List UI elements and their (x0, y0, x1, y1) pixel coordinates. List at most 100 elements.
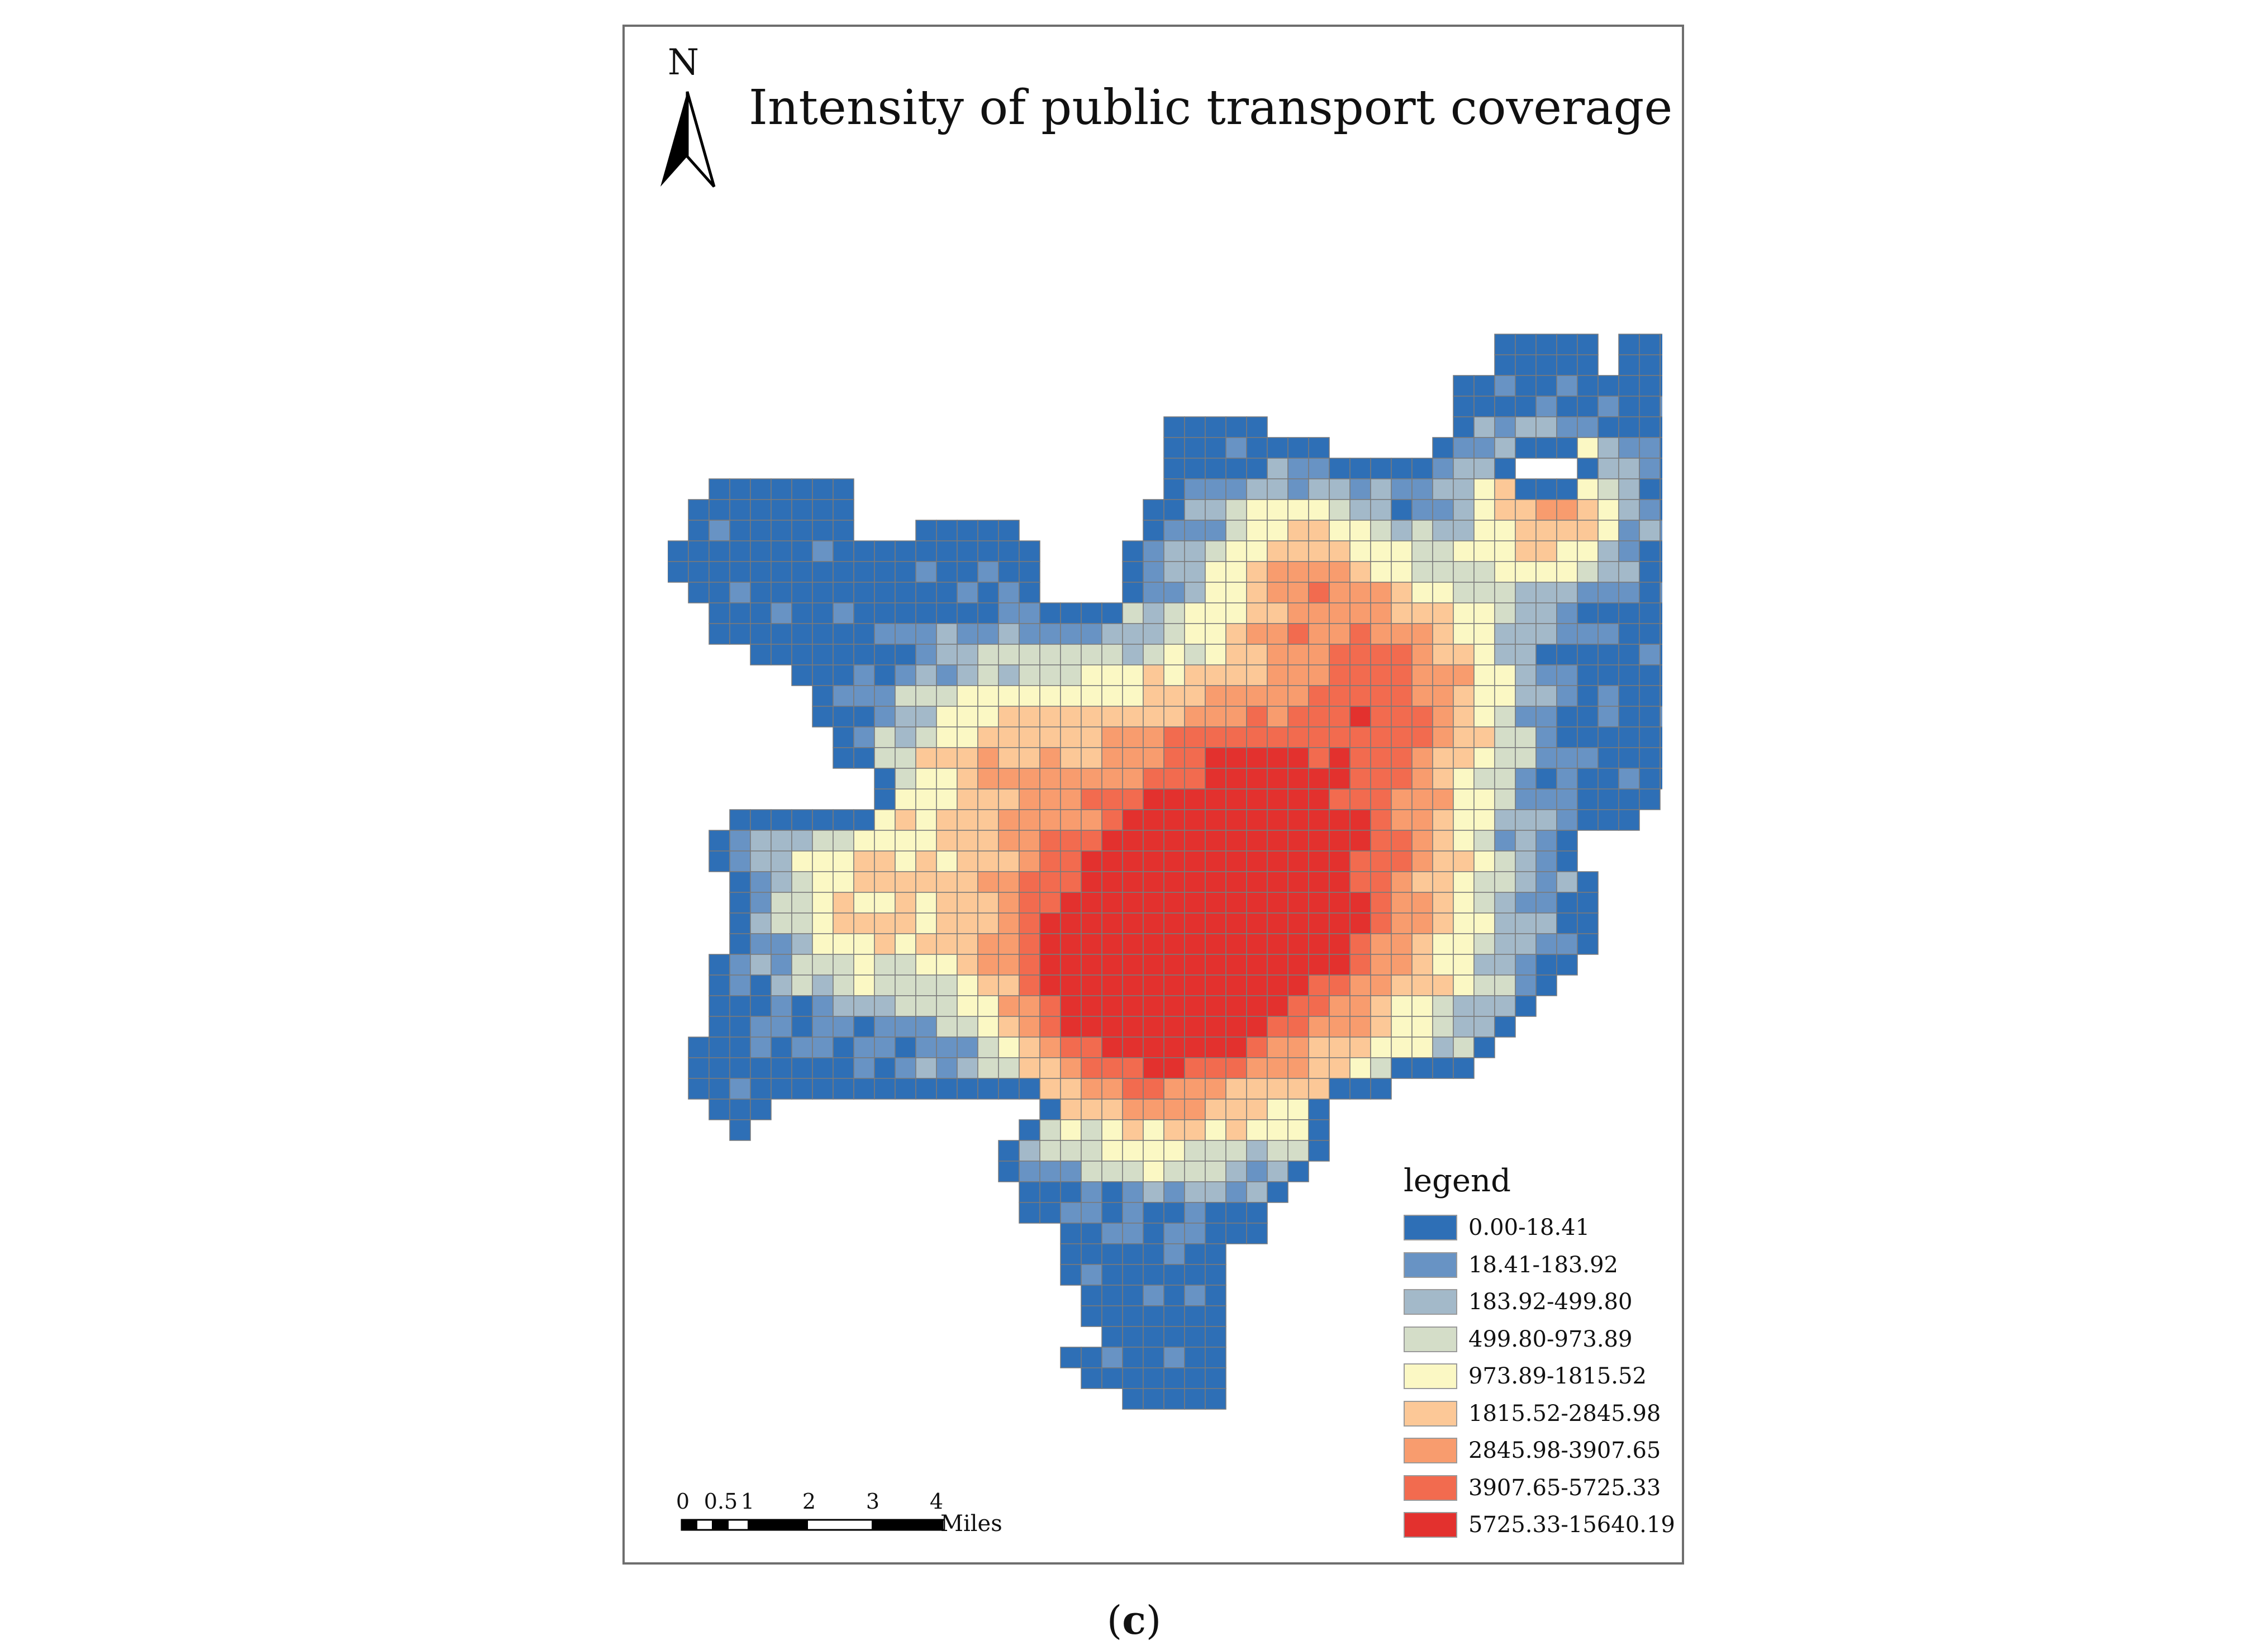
grid-cell (1391, 1016, 1413, 1038)
grid-cell (1639, 478, 1661, 500)
grid-cell (1535, 747, 1557, 769)
grid-cell (1329, 706, 1351, 728)
grid-cell (1184, 1326, 1206, 1348)
grid-cell (957, 830, 978, 852)
grid-cell (1184, 499, 1206, 521)
grid-cell (936, 582, 958, 603)
grid-cell (1122, 540, 1144, 562)
grid-cell (1535, 354, 1557, 376)
grid-cell (1246, 520, 1268, 541)
grid-cell (1225, 1016, 1247, 1038)
grid-cell (709, 582, 730, 603)
grid-cell (1163, 540, 1185, 562)
grid-cell (1453, 520, 1475, 541)
grid-cell (1060, 892, 1082, 914)
grid-cell (936, 871, 958, 893)
grid-cell (812, 954, 834, 976)
grid-cell (771, 1016, 792, 1038)
grid-cell (1225, 685, 1247, 707)
grid-cell (1267, 1119, 1288, 1141)
grid-cell (1184, 1099, 1206, 1120)
grid-cell (1660, 334, 1662, 355)
grid-cell (874, 1037, 896, 1058)
grid-cell (1060, 850, 1082, 872)
grid-cell (1411, 582, 1433, 603)
grid-cell (1308, 747, 1330, 769)
grid-cell (1494, 830, 1516, 852)
grid-cell (957, 644, 978, 665)
grid-cell (812, 995, 834, 1017)
grid-cell (709, 1016, 730, 1038)
grid-cell (1184, 520, 1206, 541)
grid-cell (709, 478, 730, 500)
grid-cell (957, 954, 978, 976)
grid-cell (1349, 747, 1371, 769)
grid-cell (1267, 602, 1288, 624)
grid-cell (1267, 788, 1288, 810)
grid-cell (1122, 726, 1144, 748)
grid-cell (1060, 1264, 1082, 1286)
grid-cell (1101, 1140, 1123, 1162)
grid-cell (874, 850, 896, 872)
grid-cell (1329, 582, 1351, 603)
grid-cell (729, 623, 751, 645)
grid-cell (1205, 520, 1226, 541)
grid-cell (1639, 706, 1661, 728)
grid-cell (853, 540, 875, 562)
grid-cell (1225, 892, 1247, 914)
grid-cell (1639, 437, 1661, 459)
grid-cell (1039, 1181, 1061, 1203)
grid-cell (853, 974, 875, 996)
grid-cell (1660, 644, 1662, 665)
grid-cell (1267, 1057, 1288, 1079)
grid-cell (1660, 478, 1662, 500)
grid-cell (1391, 623, 1413, 645)
grid-cell (957, 850, 978, 872)
grid-cell (874, 830, 896, 852)
grid-cell (998, 582, 1020, 603)
grid-cell (1577, 478, 1599, 500)
grid-cell (874, 974, 896, 996)
grid-cell (771, 1037, 792, 1058)
grid-cell (1308, 850, 1330, 872)
grid-cell (688, 1078, 710, 1100)
grid-cell (1287, 602, 1309, 624)
grid-cell (1267, 892, 1288, 914)
grid-cell (1267, 1140, 1288, 1162)
grid-cell (1019, 954, 1040, 976)
grid-cell (1618, 437, 1640, 459)
grid-cell (1225, 602, 1247, 624)
grid-cell (1019, 830, 1040, 852)
grid-cell (1494, 520, 1516, 541)
legend-item-1: 18.41-183.92 (1404, 1247, 1675, 1284)
grid-cell (998, 644, 1020, 665)
grid-cell (1287, 478, 1309, 500)
grid-cell (1143, 1285, 1164, 1306)
grid-cell (1143, 1078, 1164, 1100)
grid-cell (977, 954, 999, 976)
grid-cell (1246, 974, 1268, 996)
grid-cell (1411, 933, 1433, 955)
grid-cell (1370, 664, 1392, 686)
grid-cell (1349, 478, 1371, 500)
grid-cell (915, 892, 937, 914)
grid-cell (998, 602, 1020, 624)
grid-cell (1556, 602, 1578, 624)
grid-cell (1205, 1326, 1226, 1348)
grid-cell (791, 1057, 813, 1079)
grid-cell (1205, 1347, 1226, 1368)
grid-cell (1473, 912, 1495, 934)
grid-cell (1287, 582, 1309, 603)
grid-cell (1453, 912, 1475, 934)
grid-cell (1453, 788, 1475, 810)
grid-cell (1039, 788, 1061, 810)
grid-cell (791, 974, 813, 996)
grid-cell (688, 520, 710, 541)
grid-cell (750, 1037, 772, 1058)
grid-cell (771, 912, 792, 934)
grid-cell (1453, 809, 1475, 831)
grid-cell (812, 499, 834, 521)
grid-cell (1205, 788, 1226, 810)
grid-cell (833, 892, 854, 914)
grid-cell (1556, 747, 1578, 769)
